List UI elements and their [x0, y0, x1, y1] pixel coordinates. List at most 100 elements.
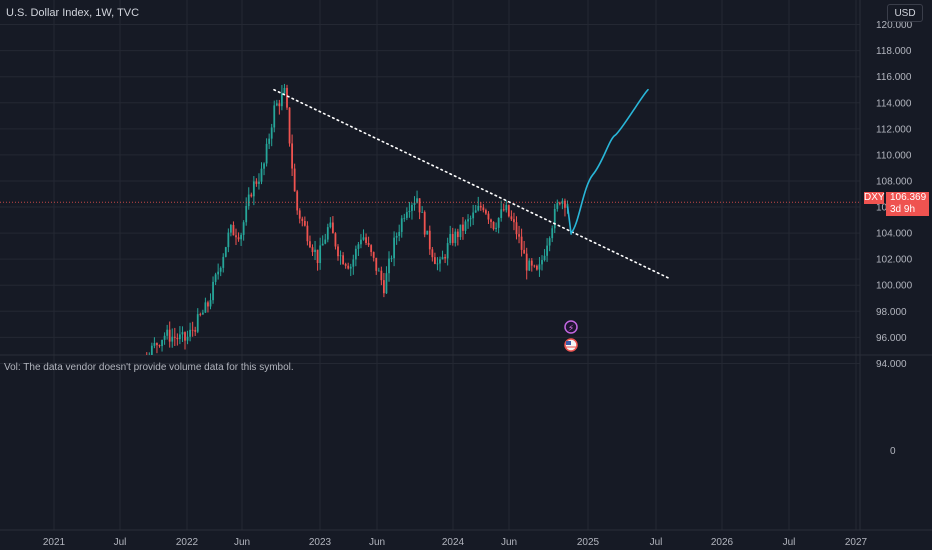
candle-body	[375, 257, 378, 271]
x-tick-label: Jul	[783, 537, 796, 548]
candle-body	[212, 281, 214, 301]
candle-body	[281, 93, 283, 107]
candle-body	[207, 302, 209, 307]
candle-body	[306, 225, 309, 242]
symbol-price-tag: DXY	[864, 192, 885, 204]
last-price: 106.369	[890, 192, 927, 203]
candle-body	[189, 329, 191, 337]
candle-body	[314, 249, 316, 253]
candle-body	[191, 329, 194, 331]
x-tick-label: Jul	[114, 537, 127, 548]
candle-body	[357, 244, 360, 249]
candle-body	[362, 237, 365, 240]
candle-body	[446, 243, 449, 259]
volume-tick-label: 0	[890, 446, 896, 457]
candle-body	[240, 234, 242, 240]
candle-body	[530, 260, 533, 266]
y-tick-label: 94.000	[876, 359, 907, 370]
candle-body	[115, 389, 117, 393]
candle-body	[423, 212, 426, 235]
candle-body	[390, 258, 393, 260]
candle-body	[123, 377, 125, 387]
candle-body	[214, 274, 217, 282]
candle-body	[296, 191, 299, 211]
candle-body	[303, 220, 306, 226]
candle-body	[146, 356, 148, 360]
y-tick-label: 104.000	[876, 229, 913, 240]
currency-button[interactable]: USD	[887, 4, 923, 22]
y-tick-label: 102.000	[876, 255, 913, 266]
candle-body	[449, 234, 452, 244]
candle-body	[62, 392, 64, 394]
candle-body	[156, 343, 158, 346]
y-tick-label: 116.000	[876, 72, 912, 83]
candle-body	[370, 245, 373, 253]
candle-body	[551, 228, 554, 239]
candle-body	[273, 105, 276, 128]
candle-body	[166, 329, 169, 336]
candle-body	[416, 198, 418, 203]
candle-body	[558, 202, 561, 204]
candle-body	[441, 257, 444, 260]
candle-body	[332, 222, 334, 234]
candle-body	[497, 217, 500, 228]
candle-body	[59, 392, 61, 401]
x-tick-label: Jun	[501, 537, 517, 548]
candle-body	[485, 210, 487, 214]
candle-body	[85, 381, 87, 392]
candle-body	[72, 378, 74, 379]
x-tick-label: 2021	[43, 537, 66, 548]
candle-body	[316, 249, 319, 263]
candle-body	[204, 302, 207, 313]
candle-body	[319, 245, 322, 263]
candle-body	[82, 381, 84, 384]
candle-body	[383, 280, 385, 294]
candle-body	[528, 260, 531, 271]
us-flag-canton-icon	[566, 341, 571, 345]
lightning-glyph-icon: ⚡	[568, 324, 574, 334]
candle-body	[467, 219, 469, 222]
candle-body	[408, 210, 411, 213]
candle-body	[268, 138, 271, 144]
candle-body	[158, 345, 161, 347]
candle-body	[265, 143, 268, 164]
candle-body	[405, 212, 408, 218]
candle-body	[298, 210, 301, 219]
x-tick-label: Jun	[234, 537, 250, 548]
y-tick-label: 118.000	[876, 46, 912, 57]
candle-body	[161, 339, 163, 347]
candle-body	[67, 387, 69, 393]
candle-body	[566, 204, 569, 208]
y-tick-label: 110.000	[876, 150, 912, 161]
candle-body	[163, 335, 166, 340]
symbol-title: U.S. Dollar Index, 1W, TVC	[6, 7, 140, 19]
candle-body	[171, 336, 174, 342]
candle-body	[260, 168, 263, 182]
y-tick-label: 100.000	[876, 281, 913, 292]
candle-body	[245, 205, 248, 223]
candle-body	[235, 235, 237, 238]
candle-body	[564, 200, 566, 208]
candle-body	[472, 212, 475, 219]
candle-body	[543, 255, 546, 261]
candle-body	[179, 334, 181, 340]
candle-body	[454, 231, 457, 243]
candle-body	[36, 377, 38, 384]
candle-body	[507, 205, 510, 217]
candle-body	[87, 392, 89, 397]
candle-body	[291, 143, 293, 169]
candle-body	[309, 241, 311, 248]
candle-body	[326, 227, 329, 240]
y-tick-label: 108.000	[876, 176, 913, 187]
candle-body	[393, 237, 395, 259]
candle-body	[293, 168, 296, 192]
candle-body	[321, 243, 324, 246]
candle-body	[227, 232, 230, 248]
candle-body	[546, 245, 548, 256]
candle-body	[482, 207, 485, 211]
candle-body	[288, 107, 291, 144]
candle-body	[495, 227, 497, 230]
candle-body	[431, 249, 434, 258]
